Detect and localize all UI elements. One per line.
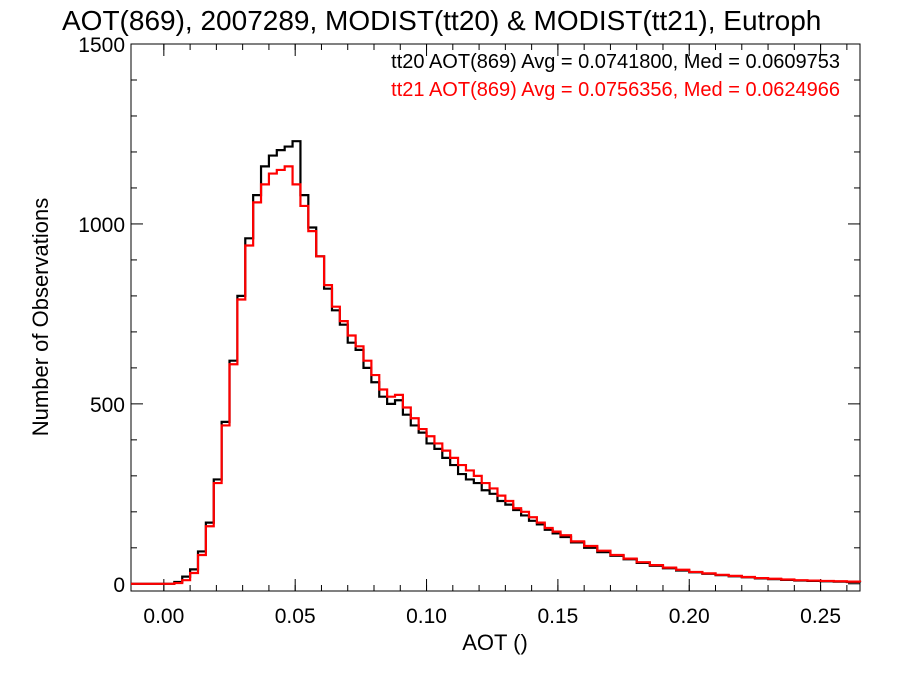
y-tick-label: 0 bbox=[113, 574, 125, 597]
chart-title: AOT(869), 2007289, MODIST(tt20) & MODIST… bbox=[62, 5, 821, 36]
y-tick-label: 500 bbox=[90, 394, 125, 417]
x-tick-label: 0.15 bbox=[537, 605, 578, 628]
y-tick-label: 1000 bbox=[78, 214, 125, 237]
series-line-tt21 bbox=[131, 165, 862, 585]
plot-frame bbox=[130, 43, 861, 592]
y-tick-label: 1500 bbox=[78, 34, 125, 57]
series-line-tt20 bbox=[131, 140, 862, 585]
legend-entry-tt21: tt21 AOT(869) Avg = 0.0756356, Med = 0.0… bbox=[391, 79, 840, 101]
x-tick-label: 0.00 bbox=[143, 605, 184, 628]
x-tick-label: 0.20 bbox=[669, 605, 710, 628]
series-layer bbox=[131, 140, 862, 585]
x-axis-label: AOT () bbox=[462, 630, 528, 655]
x-tick-label: 0.25 bbox=[800, 605, 841, 628]
legend-entry-tt20: tt20 AOT(869) Avg = 0.0741800, Med = 0.0… bbox=[391, 51, 840, 73]
x-tick-label: 0.10 bbox=[406, 605, 447, 628]
y-axis-label: Number of Observations bbox=[28, 198, 53, 436]
axis-ticks: 0.00 0.05 0.10 0.15 0.20 0.25 0 500 1000 1500 bbox=[78, 34, 860, 628]
x-tick-label: 0.05 bbox=[275, 605, 316, 628]
